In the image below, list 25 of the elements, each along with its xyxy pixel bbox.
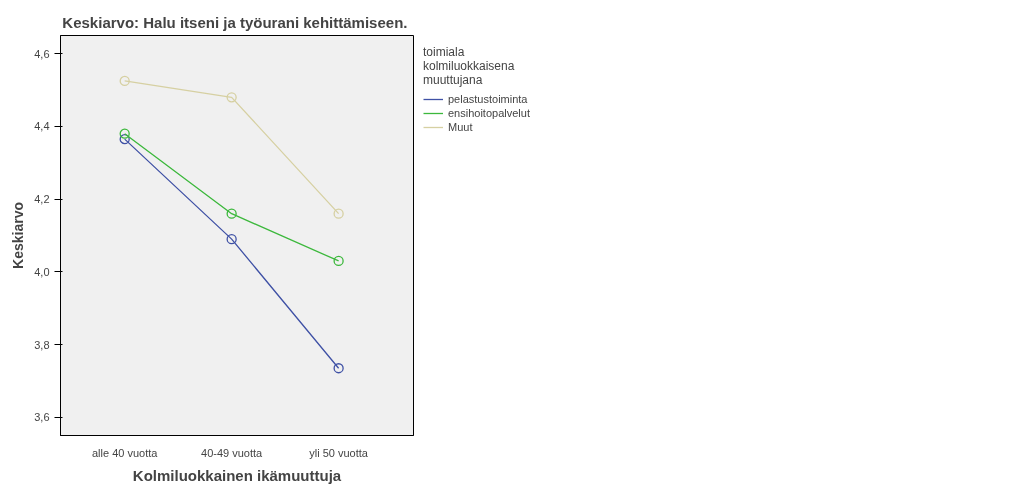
point: [119, 75, 130, 87]
chart-title: Keskiarvo: Halu itseni ja työurani kehittämiseen.: [62, 13, 408, 31]
point: [333, 363, 344, 374]
y-tick-label: 4,4: [34, 120, 50, 133]
point: [226, 234, 237, 245]
legend-label: pelastustoiminta: [448, 92, 528, 106]
x-tick-label: alle 40 vuotta: [91, 446, 159, 459]
y-tick-label: 4,0: [34, 265, 50, 278]
x-tick-label: 40-49 vuotta: [201, 446, 264, 459]
legend-label: Muut: [448, 120, 473, 134]
x-axis-title: Kolmiluokkainen ikämuuttuja: [132, 466, 342, 484]
legend-title: toimiala kolmiluokkaisena muuttujana: [423, 45, 516, 87]
y-tick-label: 4,2: [34, 193, 50, 206]
point: [119, 128, 130, 139]
point: [119, 134, 130, 145]
x-tick-label: yli 50 vuotta: [309, 446, 369, 459]
y-axis-title: Keskiarvo: [10, 202, 27, 269]
y-tick-label: 3,8: [34, 338, 50, 351]
y-tick-label: 4,6: [34, 47, 50, 60]
point: [226, 92, 237, 103]
legend-label: ensihoitopalvelut: [448, 106, 530, 120]
point: [333, 208, 344, 219]
point: [226, 208, 237, 219]
point: [333, 255, 344, 267]
y-tick-label: 3,6: [34, 411, 50, 424]
